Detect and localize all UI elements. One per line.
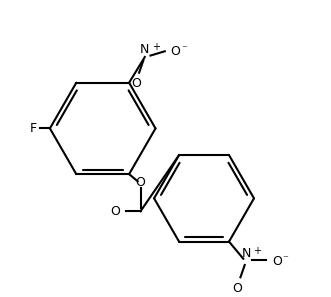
Text: +: + <box>253 247 261 256</box>
Text: O: O <box>131 77 141 90</box>
Text: ⁻: ⁻ <box>283 254 289 264</box>
Text: N: N <box>241 247 251 260</box>
Text: F: F <box>30 122 37 135</box>
Text: O: O <box>111 205 120 218</box>
Text: N: N <box>140 42 150 56</box>
Text: +: + <box>152 42 160 52</box>
Text: ⁻: ⁻ <box>181 44 187 54</box>
Text: O: O <box>272 255 282 268</box>
Text: O: O <box>170 45 180 58</box>
Text: O: O <box>233 282 243 295</box>
Text: O: O <box>136 176 145 189</box>
